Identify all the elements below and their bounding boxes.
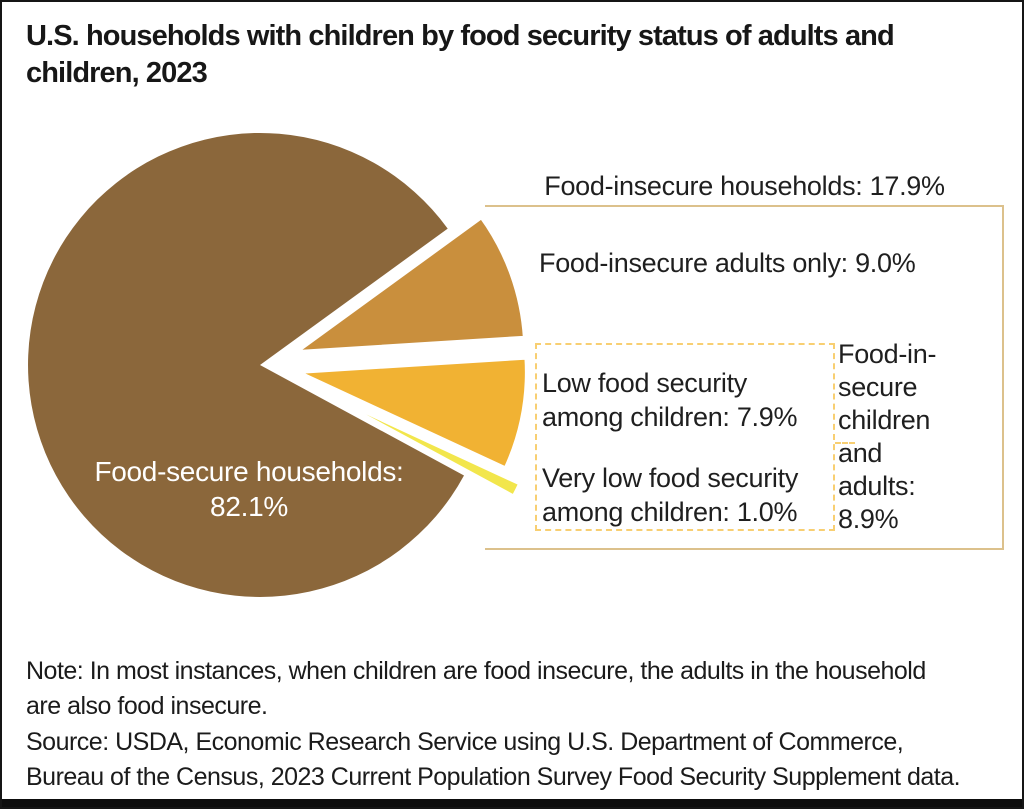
label-food-insecure-adults-only: Food-insecure adults only: 9.0%: [539, 248, 916, 278]
pie-slice-very-low-food-security-among-children: [308, 384, 523, 500]
chart-title: U.S. households with children by food se…: [26, 20, 895, 89]
note-text: Note: In most instances, when children a…: [26, 657, 926, 720]
source-text: Source: USDA, Economic Research Service …: [26, 728, 961, 791]
dashed-connector: [835, 442, 855, 444]
pie-slice-low-food-security-among-children: [294, 354, 530, 473]
label-low-food-security-children: Low food security among children: 7.9%: [542, 368, 798, 432]
pie-slice-food-insecure-adults-only: [285, 212, 529, 356]
label-food-secure-households: Food-secure households: 82.1%: [94, 456, 404, 522]
bottom-edge-bar: [2, 799, 1022, 807]
children-group-dashed-box: [535, 343, 835, 531]
pie-chart: [28, 132, 530, 597]
label-food-insecure-households: Food-insecure households: 17.9%: [544, 171, 945, 201]
food-insecure-group-box: [485, 205, 1004, 550]
label-very-low-food-security-children: Very low food security among children: 1…: [542, 463, 799, 527]
label-food-insecure-children-and-adults: Food-in- secure children and adults: 8.9…: [838, 339, 937, 534]
pie-slice-food-secure-households: [28, 132, 464, 597]
